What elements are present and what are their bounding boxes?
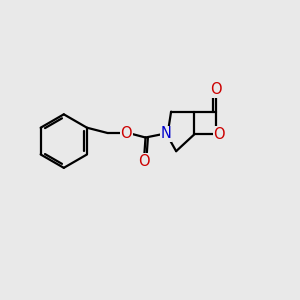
Text: O: O [210, 82, 221, 97]
Text: O: O [213, 127, 225, 142]
Text: N: N [160, 127, 171, 142]
Text: O: O [138, 154, 150, 169]
Text: O: O [120, 126, 132, 141]
